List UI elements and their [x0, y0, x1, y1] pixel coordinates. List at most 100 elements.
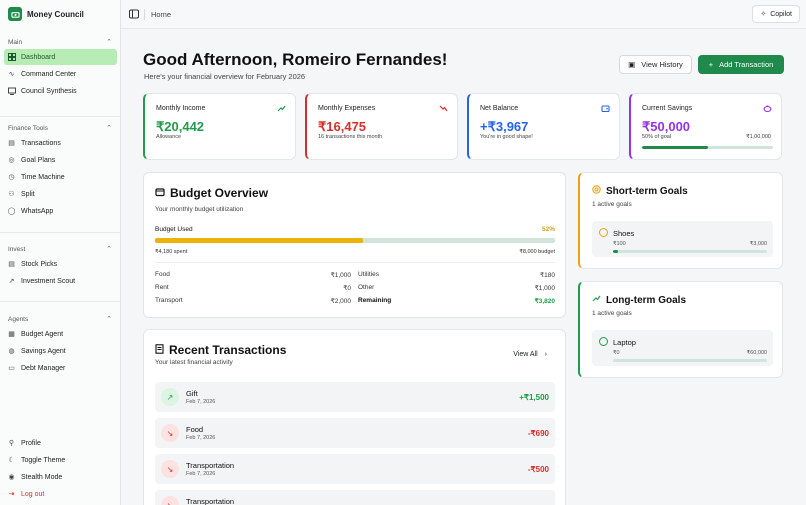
copilot-button[interactable]: ✧ Copilot — [752, 5, 800, 23]
category-name: Other — [358, 284, 375, 291]
view-history-button[interactable]: ▣ View History — [619, 55, 692, 74]
recent-transactions-card: Recent Transactions Your latest financia… — [143, 329, 566, 505]
wallet-icon — [601, 104, 610, 113]
transaction-date: Feb 7, 2026 — [186, 471, 216, 477]
section-header[interactable]: Invest ⌃ — [0, 243, 121, 255]
arrow-down-right-icon: ↘ — [161, 460, 179, 478]
transaction-name: Food — [186, 425, 204, 434]
sidebar-footer: ⚲ Profile ☾ Toggle Theme ◉ Stealth Mode ⇥ Lo… — [0, 435, 121, 503]
stat-note: You're in good shape! — [480, 134, 533, 140]
section-header[interactable]: Agents ⌃ — [0, 313, 121, 325]
goal-item[interactable]: Shoes ₹100 ₹3,000 — [592, 221, 773, 257]
goal-current: ₹0 — [613, 350, 620, 356]
receipt-icon: ▤ — [8, 261, 15, 268]
divider — [0, 301, 121, 302]
target-icon: ◎ — [8, 157, 15, 164]
sidebar-item-debt-manager[interactable]: ▭ Debt Manager — [4, 360, 117, 376]
sidebar: Money Council Main ⌃ Dashboard ∿ Command C… — [0, 0, 121, 505]
transaction-row[interactable]: ↘ Transportation Feb 7, 2026 -₹500 — [155, 454, 555, 484]
sidebar-item-split[interactable]: ⚇ Split — [4, 186, 117, 202]
stat-note: 16 transactions this month — [318, 134, 383, 140]
sidebar-item-command-center[interactable]: ∿ Command Center — [4, 66, 117, 82]
sidebar-item-goal-plans[interactable]: ◎ Goal Plans — [4, 152, 117, 168]
trend-up-icon: ↗ — [8, 278, 15, 285]
budget-progress-fill — [155, 238, 363, 243]
sidebar-section-main: Main ⌃ Dashboard ∿ Command Center Council … — [0, 36, 121, 100]
transaction-name: Transportation — [186, 461, 235, 470]
budget-spent-row: ₹4,180 spent ₹8,000 budget — [155, 249, 555, 255]
sidebar-item-toggle-theme[interactable]: ☾ Toggle Theme — [4, 452, 117, 468]
sidebar-item-stock-picks[interactable]: ▤ Stock Picks — [4, 256, 117, 272]
sidebar-item-profile[interactable]: ⚲ Profile — [4, 435, 117, 451]
stat-label: Net Balance — [480, 105, 519, 112]
divider — [144, 9, 145, 20]
card-subtitle: Your monthly budget utilization — [155, 206, 244, 213]
category-amount: ₹3,820 — [534, 298, 555, 305]
stat-label: Current Savings — [642, 105, 693, 112]
sidebar-toggle-icon[interactable] — [129, 9, 139, 19]
short-term-goals-card: Short-term Goals 1 active goals Shoes ₹1… — [578, 172, 783, 269]
card-title: Long-term Goals — [606, 294, 687, 306]
sidebar-item-council-synthesis[interactable]: Council Synthesis — [4, 83, 117, 99]
section-header[interactable]: Finance Tools ⌃ — [0, 122, 121, 134]
chevron-right-icon: › — [544, 351, 547, 358]
budget-overview-card: Budget Overview Your monthly budget util… — [143, 172, 566, 318]
sidebar-item-label: Stealth Mode — [21, 473, 63, 481]
goal-item[interactable]: Laptop ₹0 ₹60,000 — [592, 330, 773, 366]
budget-spent: ₹4,180 spent — [155, 249, 188, 255]
transaction-amount: -₹500 — [527, 465, 549, 474]
history-icon: ▣ — [628, 60, 636, 69]
page-title: Good Afternoon, Romeiro Fernandes! — [143, 50, 448, 69]
goal-target: ₹3,000 — [749, 241, 767, 247]
transaction-amount: +₹1,500 — [519, 393, 549, 402]
budget-category-row: Food ₹1,000 — [155, 271, 351, 279]
sidebar-item-budget-agent[interactable]: ▦ Budget Agent — [4, 326, 117, 342]
brand[interactable]: Money Council — [8, 7, 84, 21]
sidebar-item-label: Debt Manager — [21, 364, 66, 372]
sidebar-item-label: WhatsApp — [21, 207, 54, 215]
goals-count: 1 active goals — [592, 310, 632, 317]
users-icon: ⚇ — [8, 191, 15, 198]
section-header[interactable]: Main ⌃ — [0, 36, 121, 48]
sidebar-item-label: Transactions — [21, 139, 61, 147]
sidebar-section-agents: Agents ⌃ ▦ Budget Agent ◍ Savings Agent ▭ De… — [0, 313, 121, 377]
trend-up-icon — [277, 104, 286, 113]
sidebar-item-stealth-mode[interactable]: ◉ Stealth Mode — [4, 469, 117, 485]
add-transaction-button[interactable]: + Add Transaction — [698, 55, 784, 74]
sidebar-item-transactions[interactable]: ▤ Transactions — [4, 135, 117, 151]
category-name: Transport — [155, 297, 183, 304]
category-name: Rent — [155, 284, 169, 291]
goal-progress-fill — [613, 250, 619, 253]
category-amount: ₹1,000 — [534, 285, 555, 292]
chevron-up-icon: ⌃ — [106, 125, 112, 132]
transaction-row[interactable]: ↘ Transportation — [155, 490, 555, 505]
transaction-amount: -₹690 — [527, 429, 549, 438]
sidebar-item-time-machine[interactable]: ◷ Time Machine — [4, 169, 117, 185]
sidebar-item-label: Stock Picks — [21, 260, 58, 268]
category-name: Utilities — [358, 271, 379, 278]
category-amount: ₹2,000 — [330, 298, 351, 305]
sidebar-item-savings-agent[interactable]: ◍ Savings Agent — [4, 343, 117, 359]
transaction-date: Feb 7, 2026 — [186, 435, 216, 441]
sidebar-item-log-out[interactable]: ⇥ Log out — [4, 486, 117, 502]
goal-target: ₹60,000 — [746, 350, 767, 356]
goals-count: 1 active goals — [592, 201, 632, 208]
sidebar-item-whatsapp[interactable]: ◯ WhatsApp — [4, 203, 117, 219]
arrow-down-right-icon: ↘ — [161, 424, 179, 442]
transaction-name: Transportation — [186, 497, 235, 505]
recent-title: Recent Transactions — [155, 343, 286, 357]
transaction-row[interactable]: ↘ Food Feb 7, 2026 -₹690 — [155, 418, 555, 448]
sidebar-item-investment-scout[interactable]: ↗ Investment Scout — [4, 273, 117, 289]
sidebar-item-dashboard[interactable]: Dashboard — [4, 49, 117, 65]
budget-remaining-row: Remaining ₹3,820 — [358, 297, 555, 305]
sidebar-item-label: Council Synthesis — [21, 87, 77, 95]
goal-name: Shoes — [613, 229, 635, 238]
section-title: Invest — [8, 245, 26, 253]
breadcrumb[interactable]: Home — [151, 10, 172, 19]
sidebar-item-label: Goal Plans — [21, 156, 56, 164]
sidebar-item-label: Savings Agent — [21, 347, 66, 355]
transaction-row[interactable]: ↗ Gift Feb 7, 2026 +₹1,500 — [155, 382, 555, 412]
view-all-link[interactable]: View All › — [513, 351, 547, 358]
arrow-up-right-icon: ↗ — [161, 388, 179, 406]
monitor-icon — [7, 87, 16, 96]
